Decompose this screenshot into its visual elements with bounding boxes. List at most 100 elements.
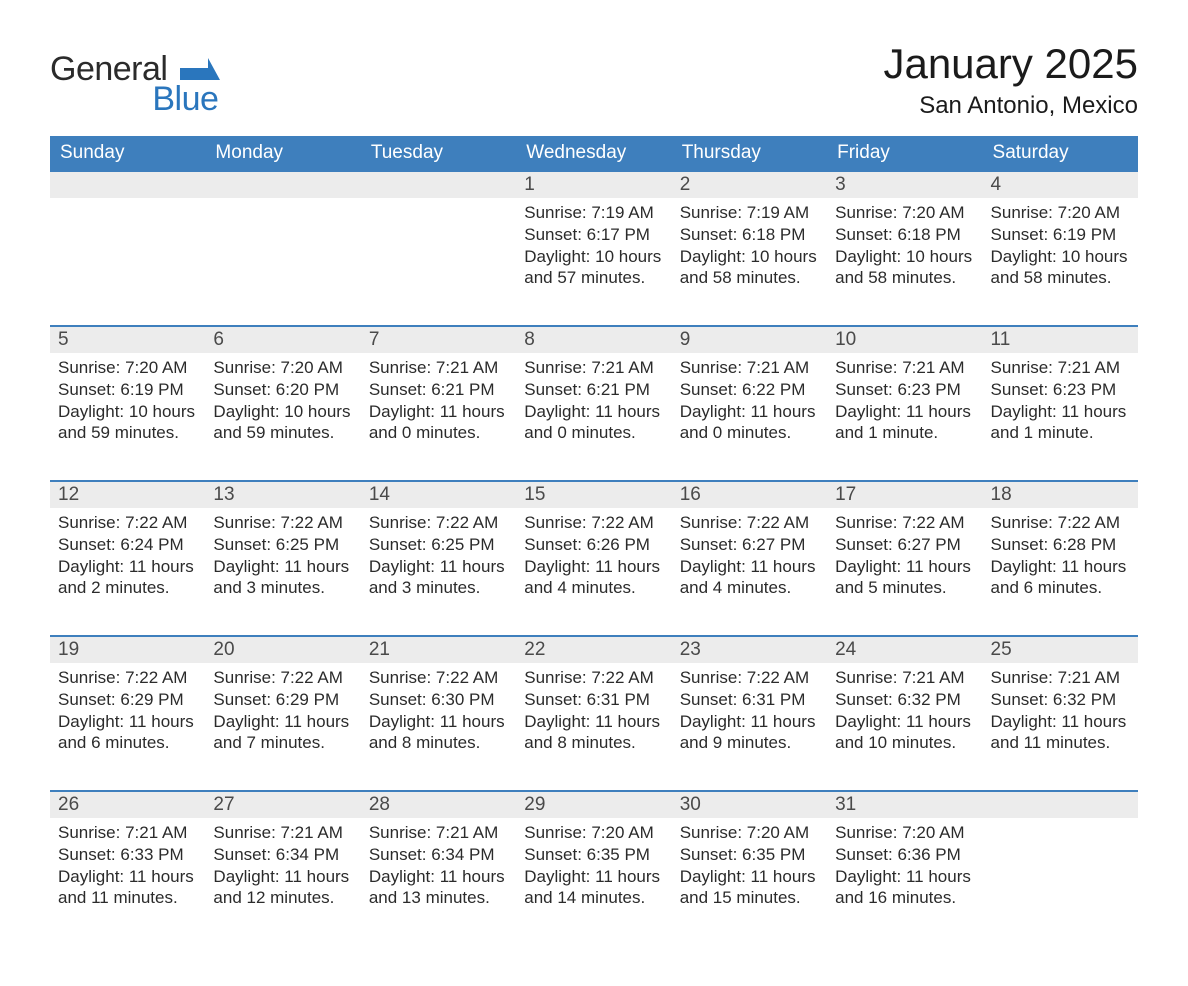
sunset-text: Sunset: 6:20 PM (213, 379, 352, 401)
day-number-cell: 17 (827, 481, 982, 508)
daylight-text-1: Daylight: 10 hours (991, 246, 1130, 268)
daylight-text-1: Daylight: 11 hours (369, 711, 508, 733)
week-content-row: Sunrise: 7:22 AMSunset: 6:29 PMDaylight:… (50, 663, 1138, 791)
day-content-cell (50, 198, 205, 326)
sunset-text: Sunset: 6:34 PM (213, 844, 352, 866)
day-content-cell: Sunrise: 7:20 AMSunset: 6:19 PMDaylight:… (50, 353, 205, 481)
daylight-text-1: Daylight: 10 hours (524, 246, 663, 268)
daylight-text-1: Daylight: 11 hours (369, 556, 508, 578)
sunrise-text: Sunrise: 7:21 AM (213, 822, 352, 844)
daylight-text-1: Daylight: 11 hours (524, 556, 663, 578)
sunrise-text: Sunrise: 7:22 AM (680, 667, 819, 689)
daylight-text-1: Daylight: 11 hours (524, 866, 663, 888)
sunset-text: Sunset: 6:30 PM (369, 689, 508, 711)
sunset-text: Sunset: 6:19 PM (58, 379, 197, 401)
day-number-cell: 19 (50, 636, 205, 663)
day-content-cell: Sunrise: 7:21 AMSunset: 6:32 PMDaylight:… (983, 663, 1138, 791)
day-content-cell: Sunrise: 7:21 AMSunset: 6:34 PMDaylight:… (205, 818, 360, 946)
daylight-text-2: and 59 minutes. (213, 422, 352, 444)
sunrise-text: Sunrise: 7:21 AM (991, 357, 1130, 379)
sunrise-text: Sunrise: 7:20 AM (991, 202, 1130, 224)
day-content-cell: Sunrise: 7:22 AMSunset: 6:31 PMDaylight:… (516, 663, 671, 791)
week-daynum-row: 12131415161718 (50, 481, 1138, 508)
day-number-cell: 13 (205, 481, 360, 508)
sunrise-text: Sunrise: 7:21 AM (369, 357, 508, 379)
sunrise-text: Sunrise: 7:22 AM (680, 512, 819, 534)
daylight-text-2: and 58 minutes. (835, 267, 974, 289)
day-content-cell: Sunrise: 7:20 AMSunset: 6:19 PMDaylight:… (983, 198, 1138, 326)
brand-word1: General (50, 50, 167, 88)
calendar-body: 1234Sunrise: 7:19 AMSunset: 6:17 PMDayli… (50, 171, 1138, 946)
day-number-cell: 3 (827, 171, 982, 198)
sunset-text: Sunset: 6:22 PM (680, 379, 819, 401)
daylight-text-1: Daylight: 11 hours (369, 401, 508, 423)
daylight-text-1: Daylight: 11 hours (680, 556, 819, 578)
sunset-text: Sunset: 6:33 PM (58, 844, 197, 866)
daylight-text-2: and 15 minutes. (680, 887, 819, 909)
day-content-cell: Sunrise: 7:19 AMSunset: 6:18 PMDaylight:… (672, 198, 827, 326)
brand-text: General Blue (50, 46, 220, 116)
day-number-cell: 12 (50, 481, 205, 508)
sunrise-text: Sunrise: 7:21 AM (991, 667, 1130, 689)
day-content-cell: Sunrise: 7:21 AMSunset: 6:21 PMDaylight:… (361, 353, 516, 481)
sunset-text: Sunset: 6:31 PM (524, 689, 663, 711)
day-content-cell: Sunrise: 7:21 AMSunset: 6:34 PMDaylight:… (361, 818, 516, 946)
day-number-cell (983, 791, 1138, 818)
sunrise-text: Sunrise: 7:22 AM (524, 512, 663, 534)
day-number-cell: 6 (205, 326, 360, 353)
weekday-col: Thursday (672, 136, 827, 171)
sunrise-text: Sunrise: 7:22 AM (991, 512, 1130, 534)
sunrise-text: Sunrise: 7:20 AM (58, 357, 197, 379)
daylight-text-1: Daylight: 10 hours (213, 401, 352, 423)
title-block: January 2025 San Antonio, Mexico (883, 40, 1138, 130)
day-number-cell: 14 (361, 481, 516, 508)
sunrise-text: Sunrise: 7:22 AM (58, 512, 197, 534)
sunrise-text: Sunrise: 7:21 AM (58, 822, 197, 844)
day-content-cell: Sunrise: 7:21 AMSunset: 6:23 PMDaylight:… (827, 353, 982, 481)
week-content-row: Sunrise: 7:20 AMSunset: 6:19 PM Daylight:… (50, 353, 1138, 481)
sunset-text: Sunset: 6:19 PM (991, 224, 1130, 246)
day-number-cell: 2 (672, 171, 827, 198)
sunset-text: Sunset: 6:21 PM (524, 379, 663, 401)
sunset-text: Sunset: 6:35 PM (524, 844, 663, 866)
daylight-text-2: and 7 minutes. (213, 732, 352, 754)
day-content-cell: Sunrise: 7:22 AMSunset: 6:25 PMDaylight:… (361, 508, 516, 636)
day-number-cell: 28 (361, 791, 516, 818)
daylight-text-2: and 3 minutes. (213, 577, 352, 599)
sunrise-text: Sunrise: 7:21 AM (835, 357, 974, 379)
daylight-text-1: Daylight: 11 hours (991, 401, 1130, 423)
daylight-text-2: and 4 minutes. (680, 577, 819, 599)
daylight-text-1: Daylight: 11 hours (213, 711, 352, 733)
daylight-text-1: Daylight: 11 hours (213, 866, 352, 888)
day-content-cell: Sunrise: 7:22 AMSunset: 6:24 PMDaylight:… (50, 508, 205, 636)
day-number-cell: 24 (827, 636, 982, 663)
sunset-text: Sunset: 6:21 PM (369, 379, 508, 401)
day-content-cell: Sunrise: 7:21 AMSunset: 6:21 PMDaylight:… (516, 353, 671, 481)
day-number-cell: 4 (983, 171, 1138, 198)
week-daynum-row: 567891011 (50, 326, 1138, 353)
daylight-text-2: and 5 minutes. (835, 577, 974, 599)
daylight-text-2: and 8 minutes. (369, 732, 508, 754)
day-number-cell: 8 (516, 326, 671, 353)
day-number-cell: 27 (205, 791, 360, 818)
sunset-text: Sunset: 6:24 PM (58, 534, 197, 556)
daylight-text-2: and 4 minutes. (524, 577, 663, 599)
day-content-cell: Sunrise: 7:22 AMSunset: 6:28 PMDaylight:… (983, 508, 1138, 636)
day-number-cell: 1 (516, 171, 671, 198)
sunrise-text: Sunrise: 7:19 AM (680, 202, 819, 224)
weekday-col: Friday (827, 136, 982, 171)
daylight-text-2: and 14 minutes. (524, 887, 663, 909)
day-content-cell: Sunrise: 7:20 AMSunset: 6:20 PMDaylight:… (205, 353, 360, 481)
day-content-cell (361, 198, 516, 326)
sunset-text: Sunset: 6:31 PM (680, 689, 819, 711)
day-content-cell: Sunrise: 7:21 AMSunset: 6:33 PMDaylight:… (50, 818, 205, 946)
week-daynum-row: 19202122232425 (50, 636, 1138, 663)
header: General Blue January 2025 San Antonio, M… (50, 40, 1138, 130)
daylight-text-2: and 58 minutes. (680, 267, 819, 289)
day-number-cell: 15 (516, 481, 671, 508)
weekday-col: Wednesday (516, 136, 671, 171)
day-content-cell: Sunrise: 7:22 AMSunset: 6:30 PMDaylight:… (361, 663, 516, 791)
week-daynum-row: 262728293031 (50, 791, 1138, 818)
sunset-text: Sunset: 6:34 PM (369, 844, 508, 866)
day-content-cell: Sunrise: 7:20 AMSunset: 6:35 PMDaylight:… (516, 818, 671, 946)
